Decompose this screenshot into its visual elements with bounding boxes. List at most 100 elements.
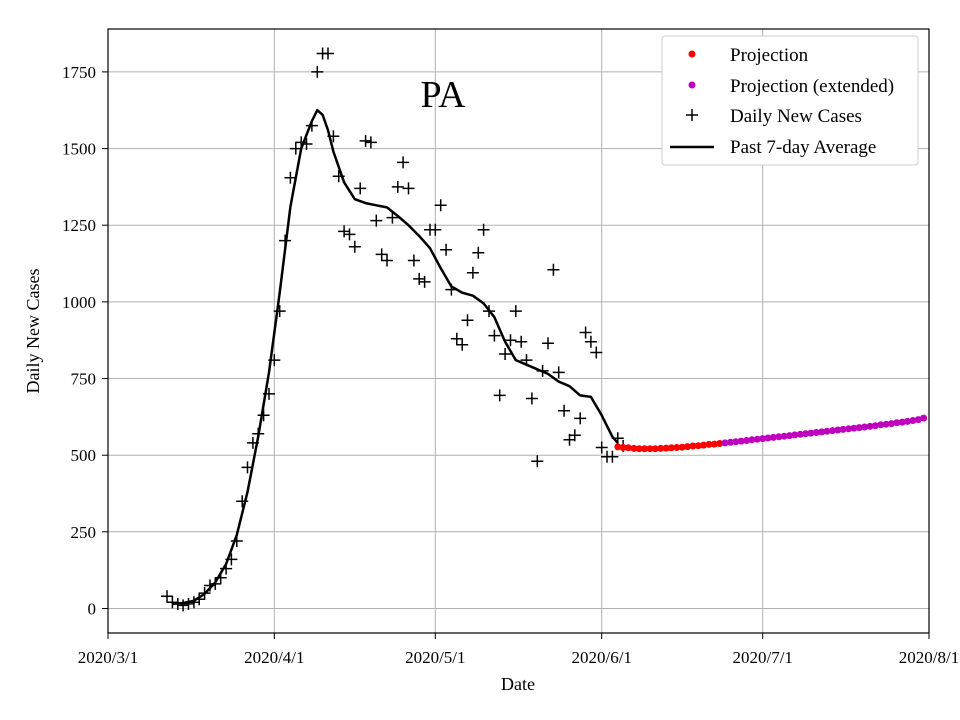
projection-point: [710, 440, 718, 448]
daily-case-point: [338, 225, 351, 238]
projection-point: [694, 442, 702, 450]
daily-case-point: [509, 305, 522, 318]
y-tick-label: 750: [71, 370, 97, 389]
projection-group: [614, 440, 724, 453]
daily-case-point: [574, 412, 587, 425]
daily-case-point: [407, 254, 420, 267]
projection-extended-point: [743, 437, 751, 444]
y-axis-label: Daily New Cases: [23, 269, 43, 394]
daily-case-point: [434, 199, 447, 212]
daily-case-point: [354, 182, 367, 195]
x-tick-label: 2020/6/1: [571, 648, 631, 667]
daily-case-point: [193, 593, 206, 606]
projection-extended-point: [839, 425, 847, 433]
daily-case-point: [295, 136, 308, 149]
daily-case-point: [327, 130, 340, 143]
projection-extended-point: [802, 430, 810, 438]
projection-extended-point: [764, 434, 772, 442]
projection-extended-point: [898, 418, 906, 426]
daily-case-point: [515, 335, 528, 348]
daily-case-point: [220, 562, 233, 575]
projection-extended-point: [904, 417, 911, 425]
daily-case-point: [595, 441, 608, 454]
projection-extended-point: [759, 435, 767, 443]
projection-extended-point: [850, 424, 858, 432]
daily-case-point: [584, 335, 597, 348]
projection-extended-point: [823, 427, 831, 435]
projection-extended-point: [866, 422, 874, 430]
projection-extended-point: [791, 431, 799, 439]
daily-case-point: [187, 596, 200, 609]
projection-point: [684, 443, 691, 451]
daily-case-point: [305, 119, 318, 132]
projection-extended-point: [812, 429, 820, 436]
daily-case-point: [606, 450, 619, 463]
legend-label-projection-extended: Projection (extended): [730, 76, 894, 97]
projection-extended-point: [818, 428, 826, 436]
daily-case-point: [461, 314, 474, 327]
daily-case-point: [520, 354, 533, 367]
projection-point: [667, 444, 675, 452]
projection-extended-point: [920, 414, 928, 422]
projection-point: [716, 440, 724, 447]
daily-case-point: [611, 432, 624, 445]
daily-case-point: [456, 338, 469, 351]
projection-point: [673, 444, 681, 451]
daily-case-point: [440, 243, 453, 256]
daily-case-point: [391, 180, 404, 193]
daily-case-point: [445, 283, 458, 296]
projection-point: [657, 444, 665, 452]
y-axis: 0 250 500 750 1000 1250 1500 1750: [62, 63, 108, 619]
projection-extended-point: [796, 430, 804, 438]
daily-case-point: [268, 354, 281, 367]
daily-case-point: [370, 214, 383, 227]
daily-case-point: [536, 364, 549, 377]
daily-case-point: [477, 223, 490, 236]
projection-extended-point: [845, 425, 852, 433]
projection-extended-point: [737, 437, 745, 445]
daily-case-point: [263, 387, 275, 400]
projection-point: [705, 440, 713, 448]
projection-extended-point: [780, 432, 788, 440]
daily-case-point: [472, 246, 485, 259]
daily-case-point: [590, 346, 603, 359]
daily-case-point: [284, 171, 297, 184]
daily-case-point: [386, 211, 399, 224]
daily-case-point: [499, 348, 512, 360]
average-line-group: [172, 108, 619, 606]
daily-case-point: [343, 228, 356, 241]
daily-case-point: [552, 366, 565, 379]
projection-extended-point: [748, 436, 756, 444]
projection-extended-point: [861, 423, 869, 431]
projection-extended-point: [877, 421, 885, 429]
projection-extended-point: [753, 435, 761, 443]
projection-extended-point: [807, 429, 815, 437]
daily-case-point: [300, 138, 313, 150]
projection-extended-point: [786, 432, 793, 440]
legend: Projection Projection (extended) Daily N…: [661, 35, 919, 166]
legend-label-daily-cases: Daily New Cases: [730, 106, 862, 127]
daily-case-point: [381, 254, 393, 267]
y-tick-label: 1500: [62, 140, 96, 159]
projection-extended-point: [893, 419, 901, 427]
daily-case-point: [348, 240, 361, 253]
x-axis-label: Date: [501, 674, 535, 694]
projection-extended-point: [769, 433, 777, 441]
daily-case-point: [450, 332, 463, 345]
daily-case-point: [273, 305, 286, 318]
x-tick-label: 2020/3/1: [78, 648, 138, 667]
projection-point: [635, 445, 643, 453]
x-tick-label: 2020/5/1: [405, 648, 465, 667]
projection-extended-point: [887, 420, 895, 428]
projection-extended-group: [721, 414, 928, 447]
projection-point: [700, 441, 708, 449]
projection-point: [678, 443, 686, 451]
projection-extended-point: [732, 438, 740, 446]
daily-case-point: [166, 596, 179, 609]
daily-case-point: [236, 495, 249, 508]
daily-case-point: [332, 170, 345, 183]
projection-point: [630, 444, 638, 452]
daily-case-point: [429, 223, 442, 236]
daily-case-point: [171, 597, 184, 610]
projection-point: [651, 445, 659, 453]
